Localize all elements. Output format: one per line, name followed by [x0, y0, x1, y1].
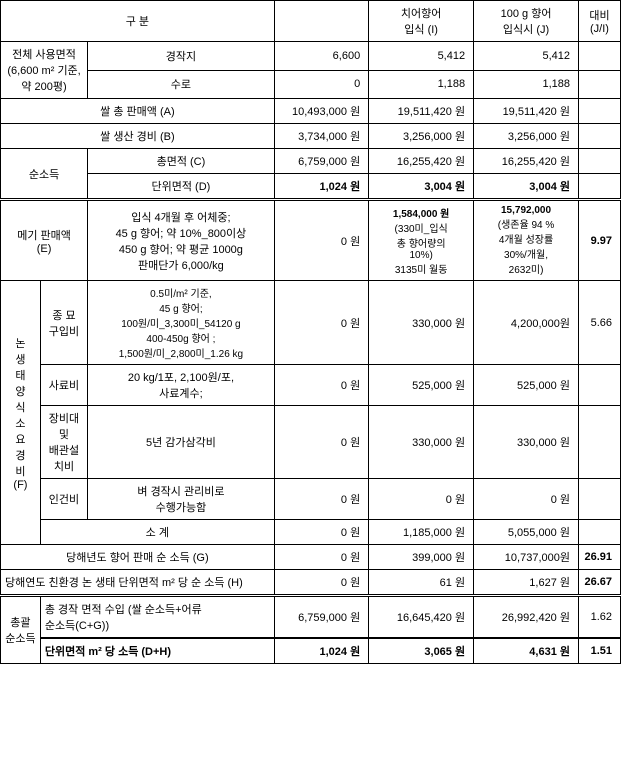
total-total-label: 총 경작 면적 수입 (쌀 순소득+어류순소득(C+G)) [40, 596, 274, 639]
rice-sales-j: 19,511,420 원 [474, 99, 579, 124]
subtotal-label: 소 계 [40, 520, 274, 545]
rice-cost-label: 쌀 생산 경비 (B) [1, 124, 275, 149]
subtotal-i: 1,185,000 원 [369, 520, 474, 545]
catfish-j: 15,792,000(생존율 94 %4개월 성장률30%/개월,2632미) [474, 200, 579, 281]
net-income-total-base: 6,759,000 원 [274, 149, 368, 174]
labor-detail: 벼 경작시 관리비로수행가능함 [88, 479, 275, 520]
net-income-total-i: 16,255,420 원 [369, 149, 474, 174]
total-label: 총괄순소득 [1, 596, 41, 664]
waterway-i: 1,188 [369, 70, 474, 99]
fish-net-base: 0 원 [274, 545, 368, 570]
seed-base: 0 원 [274, 281, 368, 365]
total-unit-j: 4,631 원 [474, 638, 579, 664]
catfish-i: 1,584,000 원(330미_입식총 향어량의10%)3135미 월동 [369, 200, 474, 281]
net-income-total-j: 16,255,420 원 [474, 149, 579, 174]
waterway-label: 수로 [88, 70, 275, 99]
rice-cost-j: 3,256,000 원 [474, 124, 579, 149]
waterway-ratio [578, 70, 620, 99]
equip-j: 330,000 원 [474, 406, 579, 479]
rice-cost-ratio [578, 124, 620, 149]
eco-net-base: 0 원 [274, 570, 368, 596]
header-category: 구 분 [1, 1, 275, 42]
equip-i: 330,000 원 [369, 406, 474, 479]
net-income-unit-base: 1,024 원 [274, 174, 368, 200]
net-income-unit-i: 3,004 원 [369, 174, 474, 200]
eco-net-i: 61 원 [369, 570, 474, 596]
fish-net-ratio: 26.91 [578, 545, 620, 570]
farmland-base: 6,600 [274, 42, 368, 71]
feed-i: 525,000 원 [369, 365, 474, 406]
subtotal-ratio [578, 520, 620, 545]
eco-net-j: 1,627 원 [474, 570, 579, 596]
equip-base: 0 원 [274, 406, 368, 479]
waterway-j: 1,188 [474, 70, 579, 99]
total-total-i: 16,645,420 원 [369, 596, 474, 639]
rice-cost-base: 3,734,000 원 [274, 124, 368, 149]
labor-j: 0 원 [474, 479, 579, 520]
feed-label: 사료비 [40, 365, 87, 406]
rice-sales-ratio [578, 99, 620, 124]
feed-ratio [578, 365, 620, 406]
rice-sales-label: 쌀 총 판매액 (A) [1, 99, 275, 124]
rice-sales-base: 10,493,000 원 [274, 99, 368, 124]
total-total-ratio: 1.62 [578, 596, 620, 639]
expense-label: 논생태양식소요경비(F) [1, 281, 41, 545]
header-j: 100 g 향어입식시 (J) [474, 1, 579, 42]
catfish-ratio: 9.97 [578, 200, 620, 281]
header-ratio: 대비(J/I) [578, 1, 620, 42]
rice-cost-i: 3,256,000 원 [369, 124, 474, 149]
fish-net-i: 399,000 원 [369, 545, 474, 570]
subtotal-j: 5,055,000 원 [474, 520, 579, 545]
eco-net-label: 당해연도 친환경 논 생태 단위면적 m² 당 순 소득 (H) [1, 570, 275, 596]
total-unit-i: 3,065 원 [369, 638, 474, 664]
net-income-unit-label: 단위면적 (D) [88, 174, 275, 200]
seed-label: 종 묘구입비 [40, 281, 87, 365]
eco-net-ratio: 26.67 [578, 570, 620, 596]
catfish-detail: 입식 4개월 후 어체중;45 g 향어; 약 10%_800이상450 g 향… [88, 200, 275, 281]
header-base [274, 1, 368, 42]
equip-detail: 5년 감가삼각비 [88, 406, 275, 479]
subtotal-base: 0 원 [274, 520, 368, 545]
total-total-j: 26,992,420 원 [474, 596, 579, 639]
labor-ratio [578, 479, 620, 520]
labor-label: 인건비 [40, 479, 87, 520]
equip-ratio [578, 406, 620, 479]
total-unit-ratio: 1.51 [578, 638, 620, 664]
seed-i: 330,000 원 [369, 281, 474, 365]
seed-j: 4,200,000원 [474, 281, 579, 365]
net-income-total-ratio [578, 149, 620, 174]
feed-base: 0 원 [274, 365, 368, 406]
header-i: 치어향어입식 (I) [369, 1, 474, 42]
farmland-j: 5,412 [474, 42, 579, 71]
feed-j: 525,000 원 [474, 365, 579, 406]
net-income-unit-ratio [578, 174, 620, 200]
farmland-i: 5,412 [369, 42, 474, 71]
rice-sales-i: 19,511,420 원 [369, 99, 474, 124]
farmland-ratio [578, 42, 620, 71]
seed-detail: 0.5미/m² 기준,45 g 향어;100원/미_3,300미_54120 g… [88, 281, 275, 365]
total-unit-base: 1,024 원 [274, 638, 368, 664]
farmland-label: 경작지 [88, 42, 275, 71]
net-income-unit-j: 3,004 원 [474, 174, 579, 200]
fish-net-j: 10,737,000원 [474, 545, 579, 570]
seed-ratio: 5.66 [578, 281, 620, 365]
area-label: 전체 사용면적(6,600 m² 기준, 약 200평) [1, 42, 88, 99]
net-income-total-label: 총면적 (C) [88, 149, 275, 174]
fish-net-label: 당해년도 향어 판매 순 소득 (G) [1, 545, 275, 570]
catfish-base: 0 원 [274, 200, 368, 281]
total-total-base: 6,759,000 원 [274, 596, 368, 639]
labor-base: 0 원 [274, 479, 368, 520]
equip-label: 장비대및배관설치비 [40, 406, 87, 479]
net-income-label: 순소득 [1, 149, 88, 200]
feed-detail: 20 kg/1포, 2,100원/포,사료계수; [88, 365, 275, 406]
labor-i: 0 원 [369, 479, 474, 520]
catfish-label: 메기 판매액(E) [1, 200, 88, 281]
waterway-base: 0 [274, 70, 368, 99]
total-unit-label: 단위면적 m² 당 소득 (D+H) [40, 638, 274, 664]
